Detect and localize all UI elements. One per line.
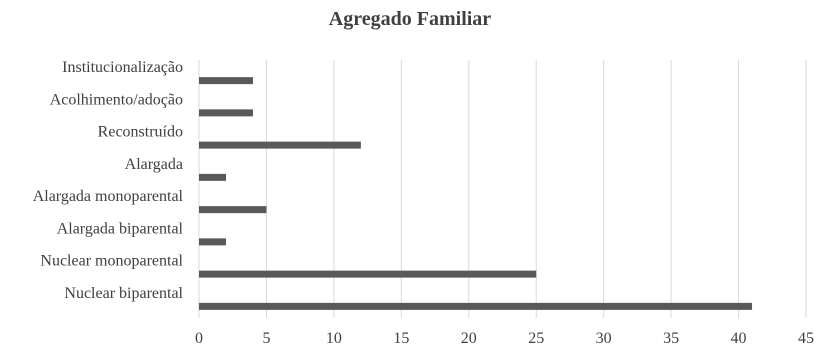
bars [199,77,753,310]
chart-title: Agregado Familiar [328,8,492,30]
bar [199,173,226,181]
category-label: Alargada [125,156,183,173]
category-label: Institucionalização [62,59,183,76]
x-tick-label: 30 [596,330,612,347]
x-tick-label: 0 [195,330,203,347]
category-label: Nuclear biparental [64,285,183,302]
category-label: Reconstruído [98,124,183,141]
x-tick-label: 25 [528,330,544,347]
bar [199,302,753,310]
bar [199,206,267,214]
x-tick-label: 45 [798,330,814,347]
x-tick-label: 35 [663,330,679,347]
bar [199,238,226,246]
gridlines [198,60,807,318]
category-label: Alargada monoparental [33,188,184,205]
category-labels: Institucionalização Acolhimento/adoção Rec… [33,59,184,302]
category-label: Nuclear monoparental [40,253,183,270]
bar [199,77,253,85]
bar [199,141,361,149]
category-label: Alargada biparental [57,220,184,237]
x-tick-label: 5 [262,330,270,347]
x-tick-label: 40 [731,330,747,347]
x-tick-label: 10 [326,330,342,347]
x-tick-labels: 0 5 10 15 20 25 30 35 40 45 [195,330,814,347]
category-label: Acolhimento/adoção [50,91,183,108]
bar [199,109,253,117]
x-tick-label: 15 [393,330,409,347]
bar [199,270,537,278]
x-tick-label: 20 [461,330,477,347]
